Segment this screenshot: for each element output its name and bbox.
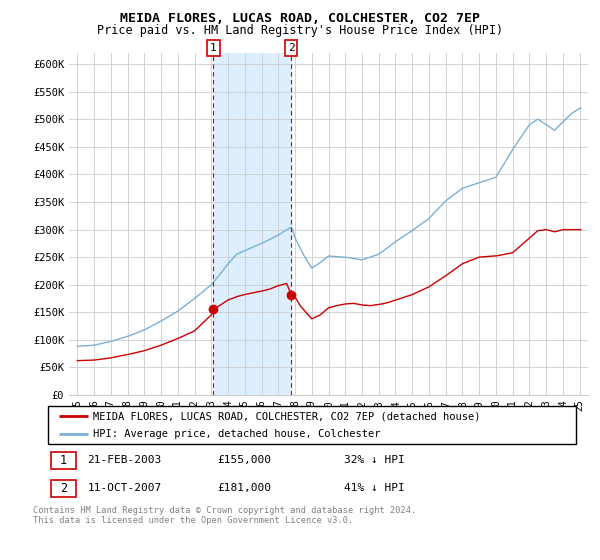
Text: 1: 1 xyxy=(210,43,217,53)
Text: £155,000: £155,000 xyxy=(217,455,271,465)
Text: £181,000: £181,000 xyxy=(217,483,271,493)
Text: MEIDA FLORES, LUCAS ROAD, COLCHESTER, CO2 7EP (detached house): MEIDA FLORES, LUCAS ROAD, COLCHESTER, CO… xyxy=(93,411,481,421)
Text: 11-OCT-2007: 11-OCT-2007 xyxy=(88,483,162,493)
Text: Price paid vs. HM Land Registry's House Price Index (HPI): Price paid vs. HM Land Registry's House … xyxy=(97,24,503,36)
Text: 2: 2 xyxy=(288,43,295,53)
FancyBboxPatch shape xyxy=(50,452,76,469)
Text: 21-FEB-2003: 21-FEB-2003 xyxy=(88,455,162,465)
Text: HPI: Average price, detached house, Colchester: HPI: Average price, detached house, Colc… xyxy=(93,429,380,439)
Text: MEIDA FLORES, LUCAS ROAD, COLCHESTER, CO2 7EP: MEIDA FLORES, LUCAS ROAD, COLCHESTER, CO… xyxy=(120,12,480,25)
Text: This data is licensed under the Open Government Licence v3.0.: This data is licensed under the Open Gov… xyxy=(33,516,353,525)
Text: 1: 1 xyxy=(60,454,67,467)
Text: 2: 2 xyxy=(60,482,67,495)
Text: 32% ↓ HPI: 32% ↓ HPI xyxy=(344,455,404,465)
FancyBboxPatch shape xyxy=(50,480,76,497)
Text: 41% ↓ HPI: 41% ↓ HPI xyxy=(344,483,404,493)
FancyBboxPatch shape xyxy=(48,406,576,444)
Text: Contains HM Land Registry data © Crown copyright and database right 2024.: Contains HM Land Registry data © Crown c… xyxy=(33,506,416,515)
Bar xyxy=(214,53,292,395)
